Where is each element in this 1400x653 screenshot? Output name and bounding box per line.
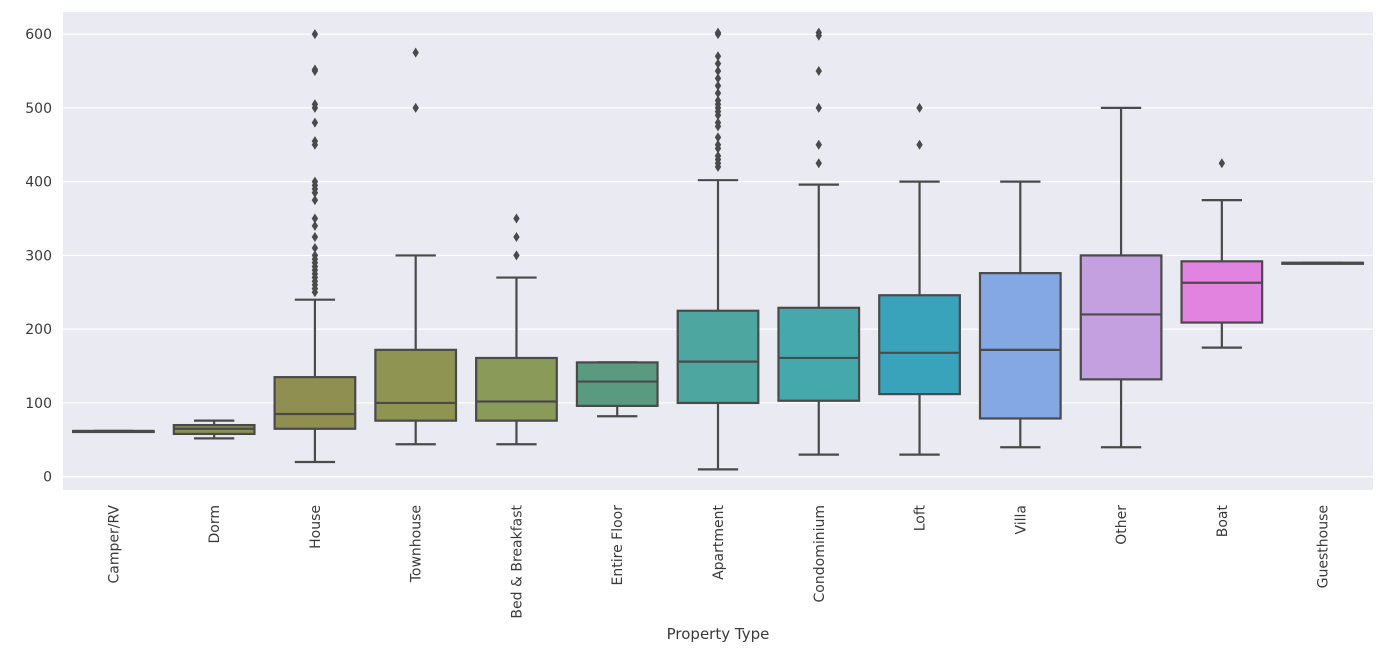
outlier-point xyxy=(714,95,722,106)
outlier-point xyxy=(714,139,722,150)
x-tick-label: House xyxy=(308,505,324,549)
outlier-point xyxy=(311,243,319,254)
y-axis-ticks: 0 100 200 300 400 500 600 xyxy=(25,27,52,486)
box-group xyxy=(1281,261,1365,265)
outlier-point xyxy=(714,51,722,62)
outlier-point xyxy=(714,132,722,143)
outlier-point xyxy=(714,58,722,69)
iqr-box xyxy=(1180,260,1264,324)
outlier-point xyxy=(714,117,722,128)
box-group xyxy=(978,180,1062,449)
outlier-point xyxy=(311,176,319,187)
iqr-box xyxy=(777,306,861,402)
box-series xyxy=(71,27,1365,471)
x-tick-label: Condominium xyxy=(812,505,828,602)
box-group xyxy=(475,213,558,446)
box-group xyxy=(172,419,256,440)
outlier-point xyxy=(714,66,722,77)
x-axis-ticks: Camper/RV Dorm House Townhouse Bed & Breakfa… xyxy=(106,504,1331,618)
outlier-point xyxy=(513,250,520,261)
outlier-point xyxy=(916,139,923,150)
outlier-point xyxy=(311,213,319,224)
outlier-point xyxy=(311,117,319,128)
box-group xyxy=(1180,158,1264,349)
outlier-point xyxy=(714,150,722,161)
box-group xyxy=(273,29,357,464)
outlier-point xyxy=(311,99,319,110)
box-group xyxy=(1079,106,1163,449)
outlier-point xyxy=(311,250,319,261)
outlier-point xyxy=(714,88,722,99)
iqr-box xyxy=(1079,254,1163,381)
iqr-box xyxy=(475,356,558,422)
outlier-point xyxy=(311,231,319,242)
iqr-box xyxy=(878,294,961,396)
outlier-point xyxy=(815,66,822,77)
x-tick-label: Villa xyxy=(1013,505,1029,535)
y-tick-label: 200 xyxy=(25,322,52,338)
y-tick-label: 100 xyxy=(25,396,52,412)
outlier-point xyxy=(311,195,319,206)
iqr-box xyxy=(575,361,659,408)
x-tick-label: Bed & Breakfast xyxy=(509,505,525,619)
box-group xyxy=(878,102,961,456)
iqr-box xyxy=(273,376,357,430)
box-group xyxy=(777,27,861,456)
x-axis-title: Property Type xyxy=(667,625,770,643)
outlier-point xyxy=(714,80,722,91)
x-tick-label: Dorm xyxy=(207,505,223,544)
outlier-point xyxy=(311,64,319,75)
box-group xyxy=(575,361,659,418)
iqr-box xyxy=(978,272,1062,420)
box-group xyxy=(374,47,458,446)
x-tick-label: Other xyxy=(1114,505,1130,545)
x-tick-label: Townhouse xyxy=(409,505,425,583)
outlier-point xyxy=(815,102,822,113)
outlier-point xyxy=(916,102,923,113)
outlier-point xyxy=(412,102,419,113)
outlier-point xyxy=(714,73,722,84)
box-group xyxy=(71,429,155,434)
y-tick-label: 600 xyxy=(25,27,52,43)
outlier-point xyxy=(815,158,822,169)
x-tick-label: Boat xyxy=(1215,505,1231,538)
x-tick-label: Entire Floor xyxy=(610,505,626,586)
outlier-point xyxy=(815,27,822,38)
y-tick-label: 500 xyxy=(25,101,52,117)
y-tick-label: 0 xyxy=(43,470,52,486)
outlier-point xyxy=(815,139,822,150)
x-tick-label: Guesthouse xyxy=(1316,505,1332,588)
outlier-point xyxy=(1218,158,1226,169)
outlier-point xyxy=(513,231,520,242)
box-group xyxy=(676,27,760,471)
x-tick-label: Camper/RV xyxy=(106,505,122,584)
x-tick-label: Loft xyxy=(913,504,929,531)
outlier-point xyxy=(513,213,520,224)
outlier-point xyxy=(714,27,722,38)
x-tick-label: Apartment xyxy=(711,504,727,579)
outlier-point xyxy=(311,220,319,231)
outlier-point xyxy=(311,136,319,147)
iqr-box xyxy=(676,309,760,405)
outlier-point xyxy=(412,47,419,58)
iqr-box xyxy=(374,348,458,422)
y-tick-label: 400 xyxy=(25,175,52,191)
y-tick-label: 300 xyxy=(25,248,52,264)
outlier-point xyxy=(311,29,319,40)
